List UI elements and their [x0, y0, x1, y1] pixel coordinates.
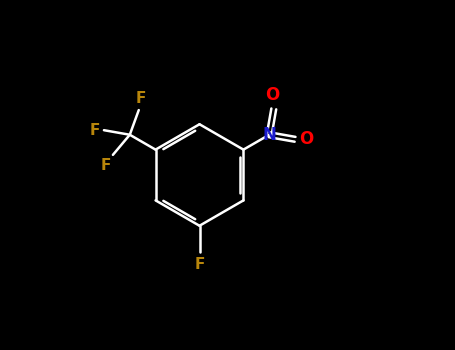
Text: F: F [135, 91, 146, 106]
Text: O: O [266, 86, 280, 104]
Text: N: N [262, 126, 276, 144]
Text: F: F [194, 257, 205, 272]
Text: F: F [89, 123, 100, 138]
Text: F: F [101, 158, 111, 173]
Text: O: O [299, 130, 314, 148]
